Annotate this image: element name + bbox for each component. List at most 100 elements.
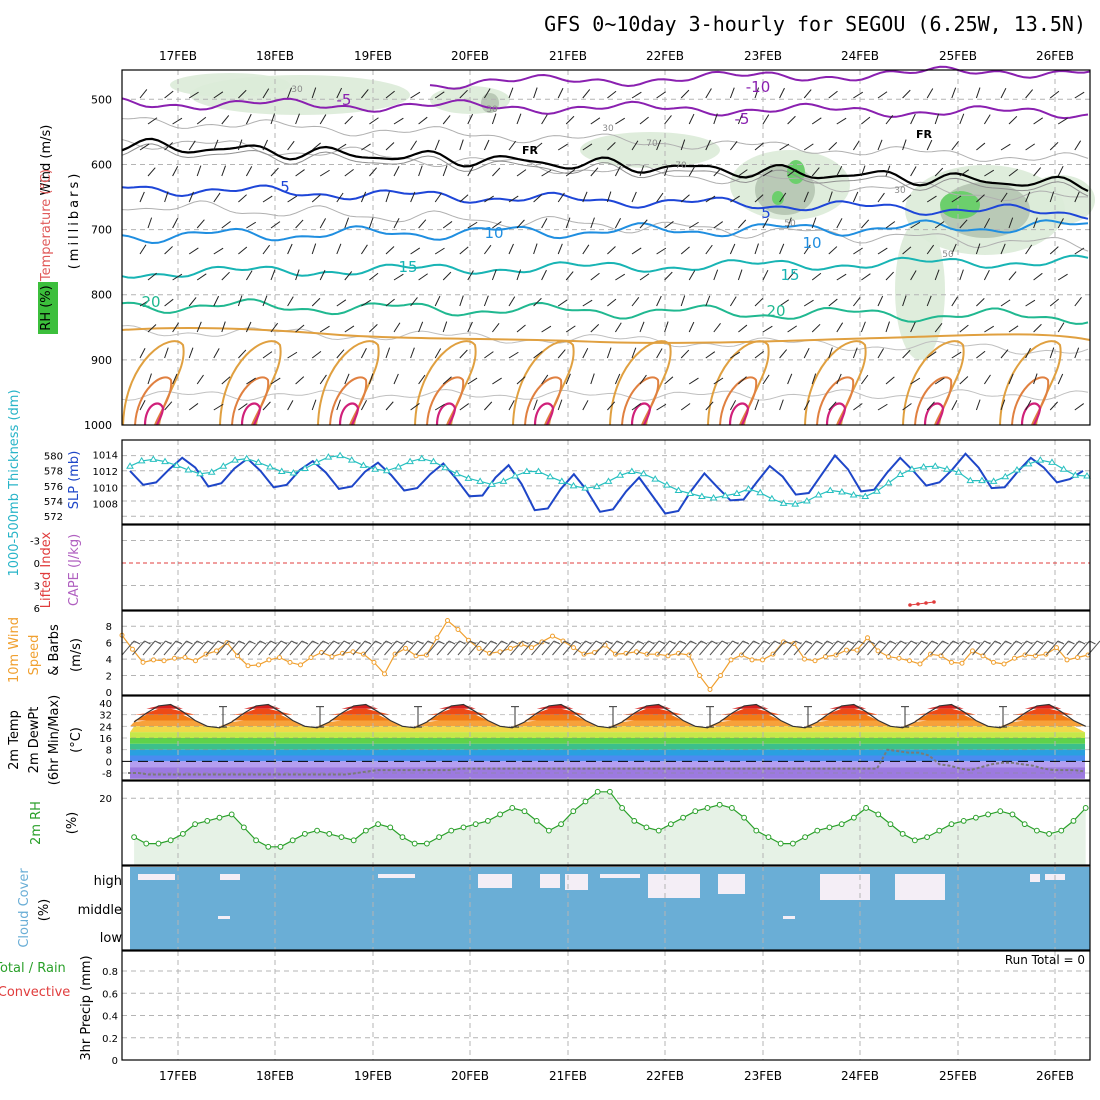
thickness-point [814,491,823,498]
wind-barb [1008,168,1019,177]
wind-barb [557,143,568,151]
wind-barb [139,89,148,99]
wind-barb [565,115,575,125]
wind-barb [287,243,293,255]
thickness-point [371,465,379,472]
wind-barb-10m-flag [585,640,592,645]
wind-barb [147,324,157,333]
wind-speed-axis-title: Speed [27,635,42,676]
wind-barb-10m [195,640,208,656]
wind-barb-10m [268,640,282,656]
wind-barb-10m [573,640,586,656]
isotherm-15 [121,254,1089,279]
wind-barb-10m [216,640,229,656]
wind-barb [188,140,196,151]
wind-barb [828,401,837,411]
rh2m-point [436,834,442,840]
isotherm-label: 15 [780,266,799,284]
thickness-point [534,467,543,474]
wind-barb [516,219,525,229]
wind-barb-10m-flag [847,640,855,645]
wind-barb [541,374,549,385]
wind-barb-10m-flag [637,640,645,645]
wind-barb [221,165,227,177]
wind-barb [762,218,769,229]
wind-barb [311,350,322,359]
wind-barb [590,117,601,125]
wind-barb [565,373,571,385]
wind-speed-point [665,653,671,659]
thickness-point [931,462,940,469]
wind-speed-point [130,646,135,652]
wind-barb [344,169,354,177]
wind-barb [139,299,150,307]
wind-tick: 2 [106,672,112,683]
pressure-axis-title: (millibars) [67,171,82,270]
temp2m-line [133,703,1086,729]
wind-barb [508,195,519,203]
wind-barb [246,221,257,229]
wind-barb [361,143,371,151]
lifted-index-axis-title: Lifted Index [39,531,54,608]
wind-barb [1025,400,1032,411]
wind-barb-10m-flag [900,640,907,645]
rh2m-point [619,805,625,811]
wind-barb [803,143,814,151]
wind-barb-10m-flag [186,640,193,645]
wind-barb [508,296,516,307]
wind-barb [467,377,478,385]
lifted-index-tick: 0 [34,559,40,570]
date-label-bottom: 23FEB [744,1069,782,1083]
cloud-units: (%) [37,899,52,922]
wind-barb-10m-flag [396,640,403,645]
wind-barb-10m-flag [858,640,865,645]
thickness-tick: 574 [44,497,63,508]
date-label-top: 20FEB [451,49,489,63]
wind-barb-10m [352,640,366,656]
wind-barb-10m [720,640,733,656]
wind-barb [614,322,622,333]
thickness-point [943,465,951,472]
rh2m-point [326,830,333,837]
wind-barb [270,269,276,281]
wind-barb-10m [153,640,166,656]
wind-barb [787,217,792,229]
wind-barb [1033,167,1042,177]
wind-barb [557,243,563,255]
wind-barb [245,321,252,333]
rh-contour [121,117,1089,162]
wind-barb [738,169,748,177]
wind-barb [410,297,418,307]
wind-barb [688,113,695,125]
wind-barb [934,221,945,229]
wind-barb-10m [888,640,901,656]
wind-barb [1025,347,1031,359]
temp-band [130,767,1085,779]
rh2m-point [716,801,723,808]
wind-barb [270,221,281,229]
thickness-point [1024,459,1033,467]
wind-barb [336,299,347,307]
wind-barb-10m [835,640,849,656]
wind-barb [705,244,713,255]
wind-barb [557,192,565,203]
wind-barb [434,295,441,307]
wind-barb [336,243,342,255]
wind-barb [369,272,379,281]
wind-barb [1000,143,1011,151]
rh-shade-core [772,191,784,205]
wind-barb [361,89,369,99]
wind-barb [737,269,743,281]
wind-barb [516,376,526,385]
thickness-point [476,477,485,484]
rh2m-point [484,818,491,824]
wind-barb [737,113,743,125]
wind-barb [319,325,330,333]
wind-barb [787,373,793,385]
wind-speed-point [749,657,755,663]
thickness-point [604,477,613,484]
wind-barb [853,247,863,255]
wind-barb [934,113,940,125]
wind-speed-point [382,671,387,677]
thickness-point [581,484,590,491]
